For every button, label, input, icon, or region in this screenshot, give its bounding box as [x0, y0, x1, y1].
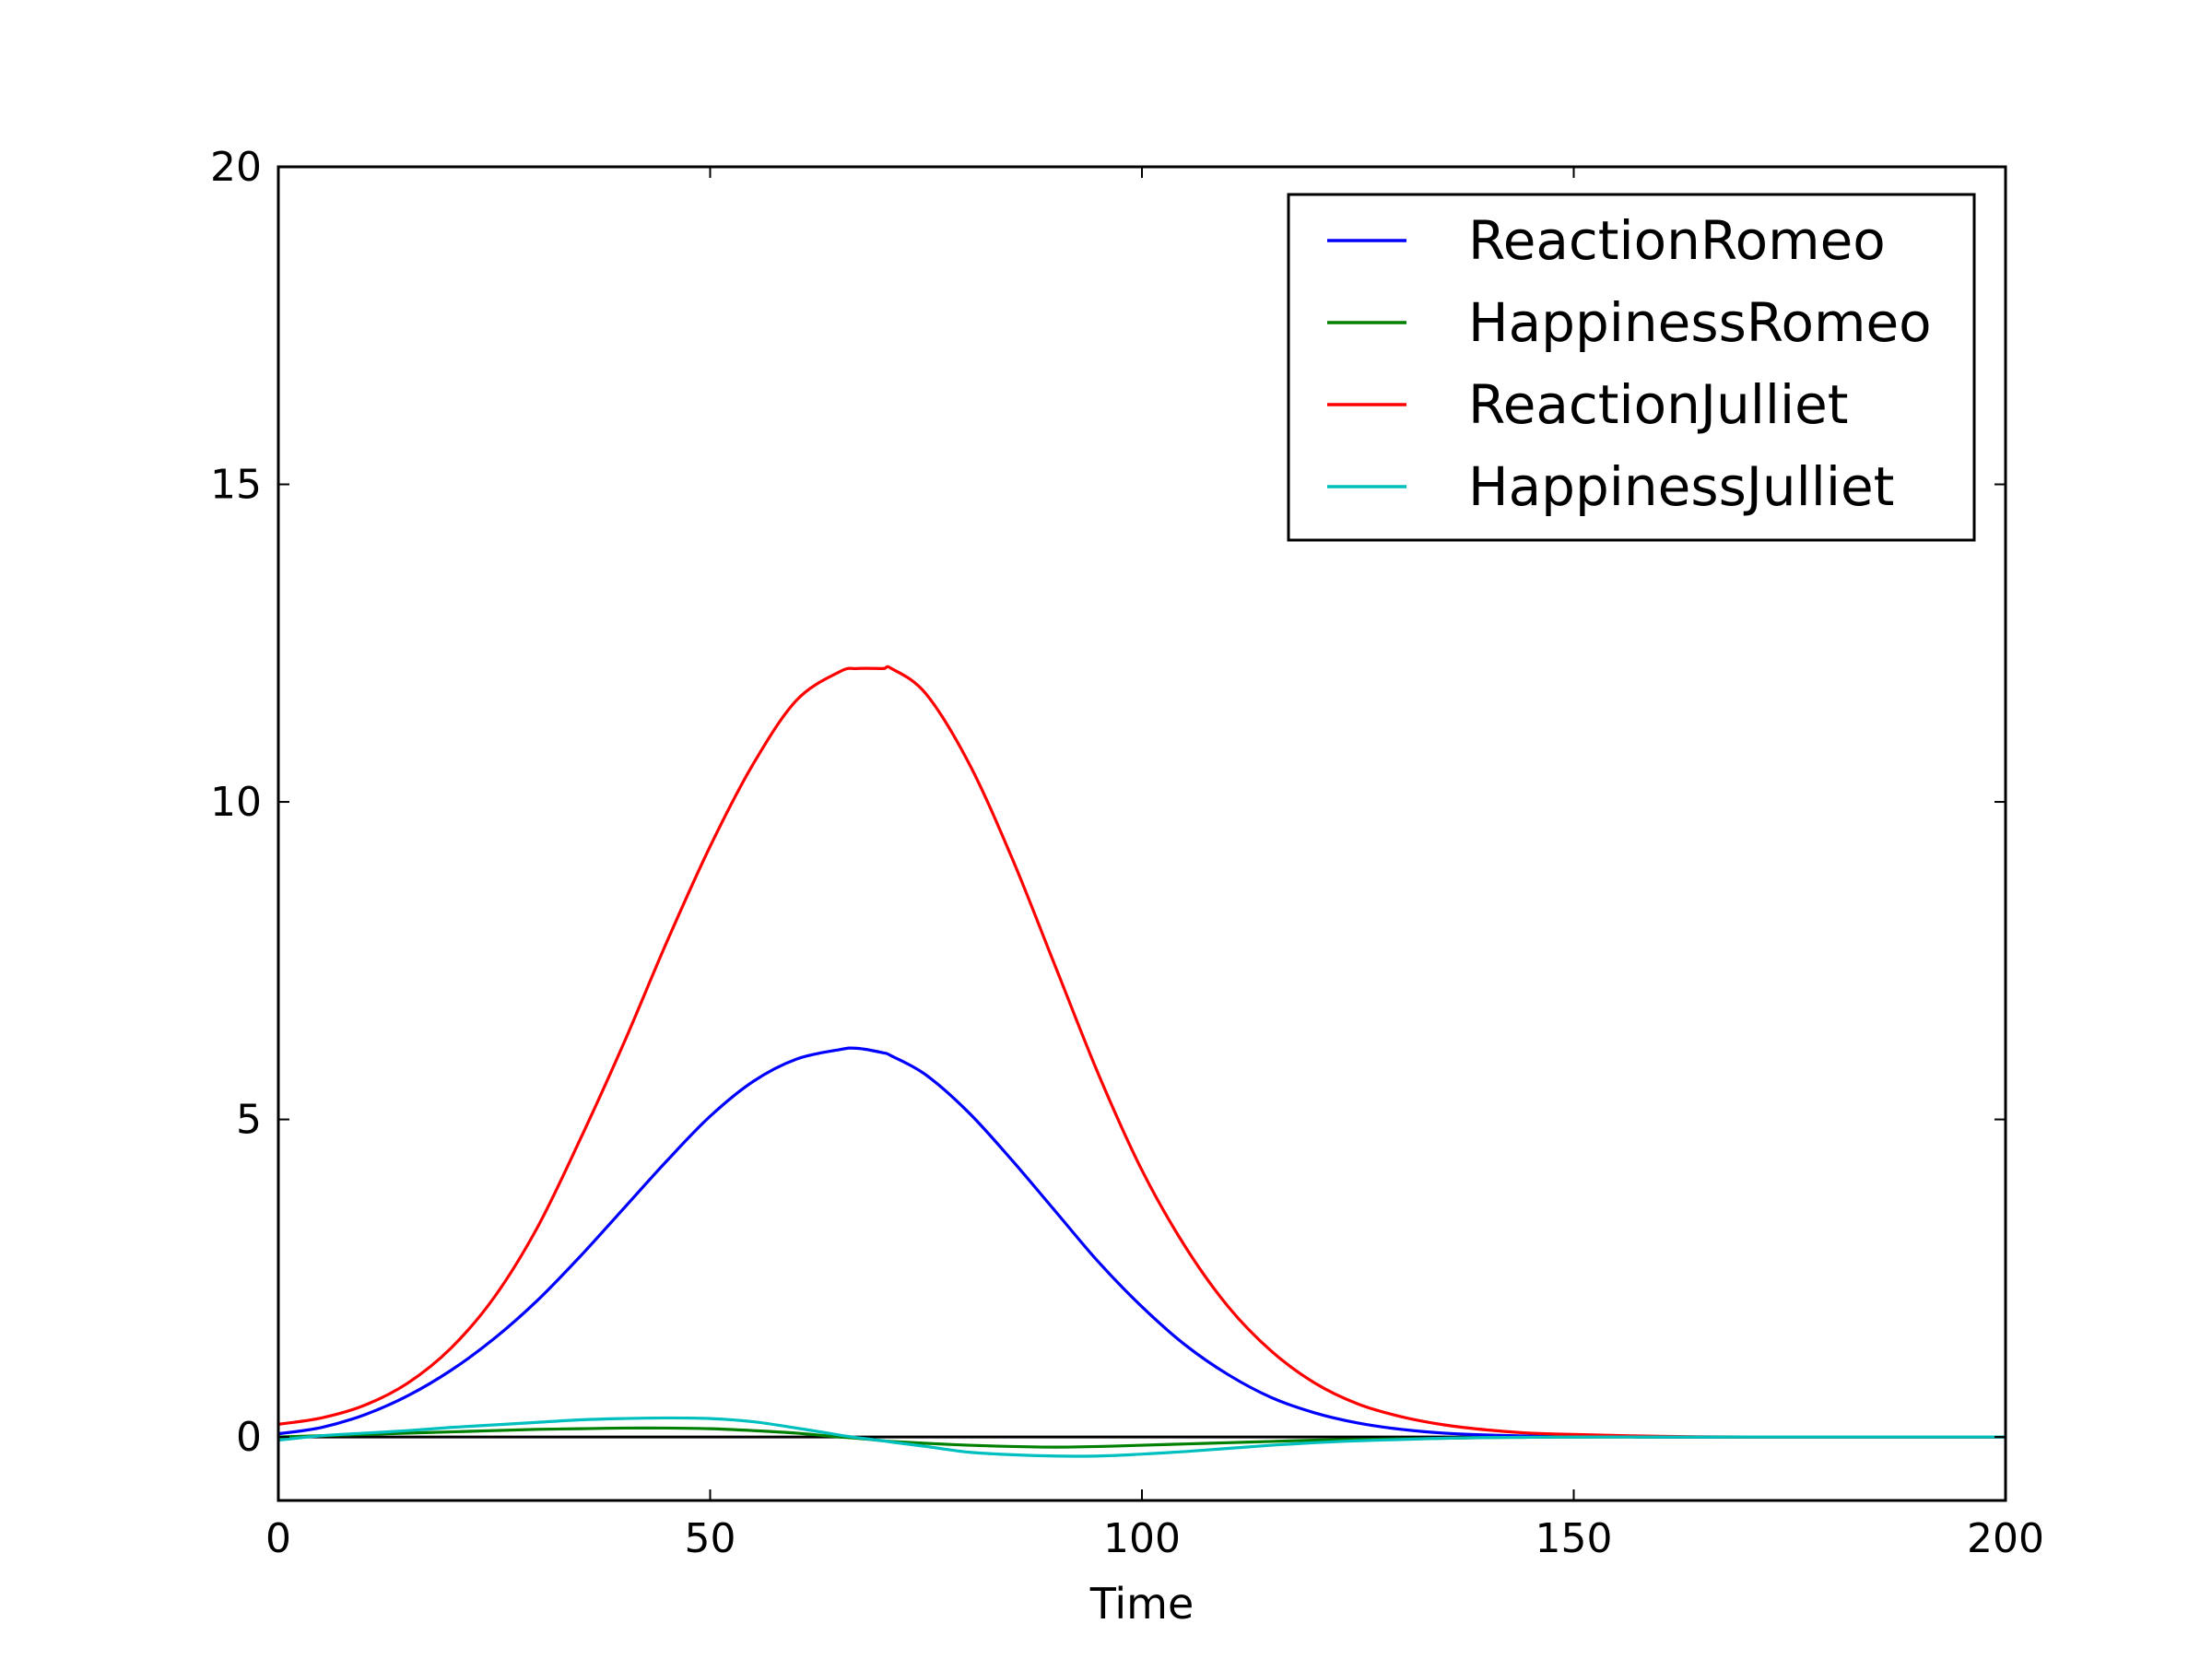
legend-label: HappinessRomeo: [1468, 291, 1932, 354]
x-tick-label: 150: [1535, 1515, 1613, 1562]
y-tick-label: 15: [210, 462, 262, 509]
x-tick-label: 0: [265, 1515, 291, 1562]
series-layer: [278, 665, 2006, 1458]
x-tick-label: 200: [1967, 1515, 2044, 1562]
legend-label: HappinessJulliet: [1468, 455, 1894, 518]
y-tick-label: 0: [236, 1414, 262, 1461]
series-line-reactionjulliet: [278, 665, 2006, 1439]
y-tick-label: 5: [236, 1097, 262, 1144]
ticks-layer: 0 50 100 150 200 0 5 10 15 20: [210, 144, 2044, 1562]
x-tick-label: 50: [685, 1515, 736, 1562]
legend: ReactionRomeo HappinessRomeo ReactionJulli…: [1287, 193, 1976, 542]
y-tick-label: 10: [210, 779, 262, 826]
legend-label: ReactionJulliet: [1468, 373, 1849, 436]
x-axis-label: Time: [1089, 1579, 1194, 1629]
legend-box: [1287, 193, 1976, 542]
y-tick-label: 20: [210, 144, 262, 191]
legend-label: ReactionRomeo: [1468, 209, 1886, 272]
x-tick-label: 100: [1103, 1515, 1181, 1562]
series-line-happinessjulliet: [278, 1416, 2006, 1458]
